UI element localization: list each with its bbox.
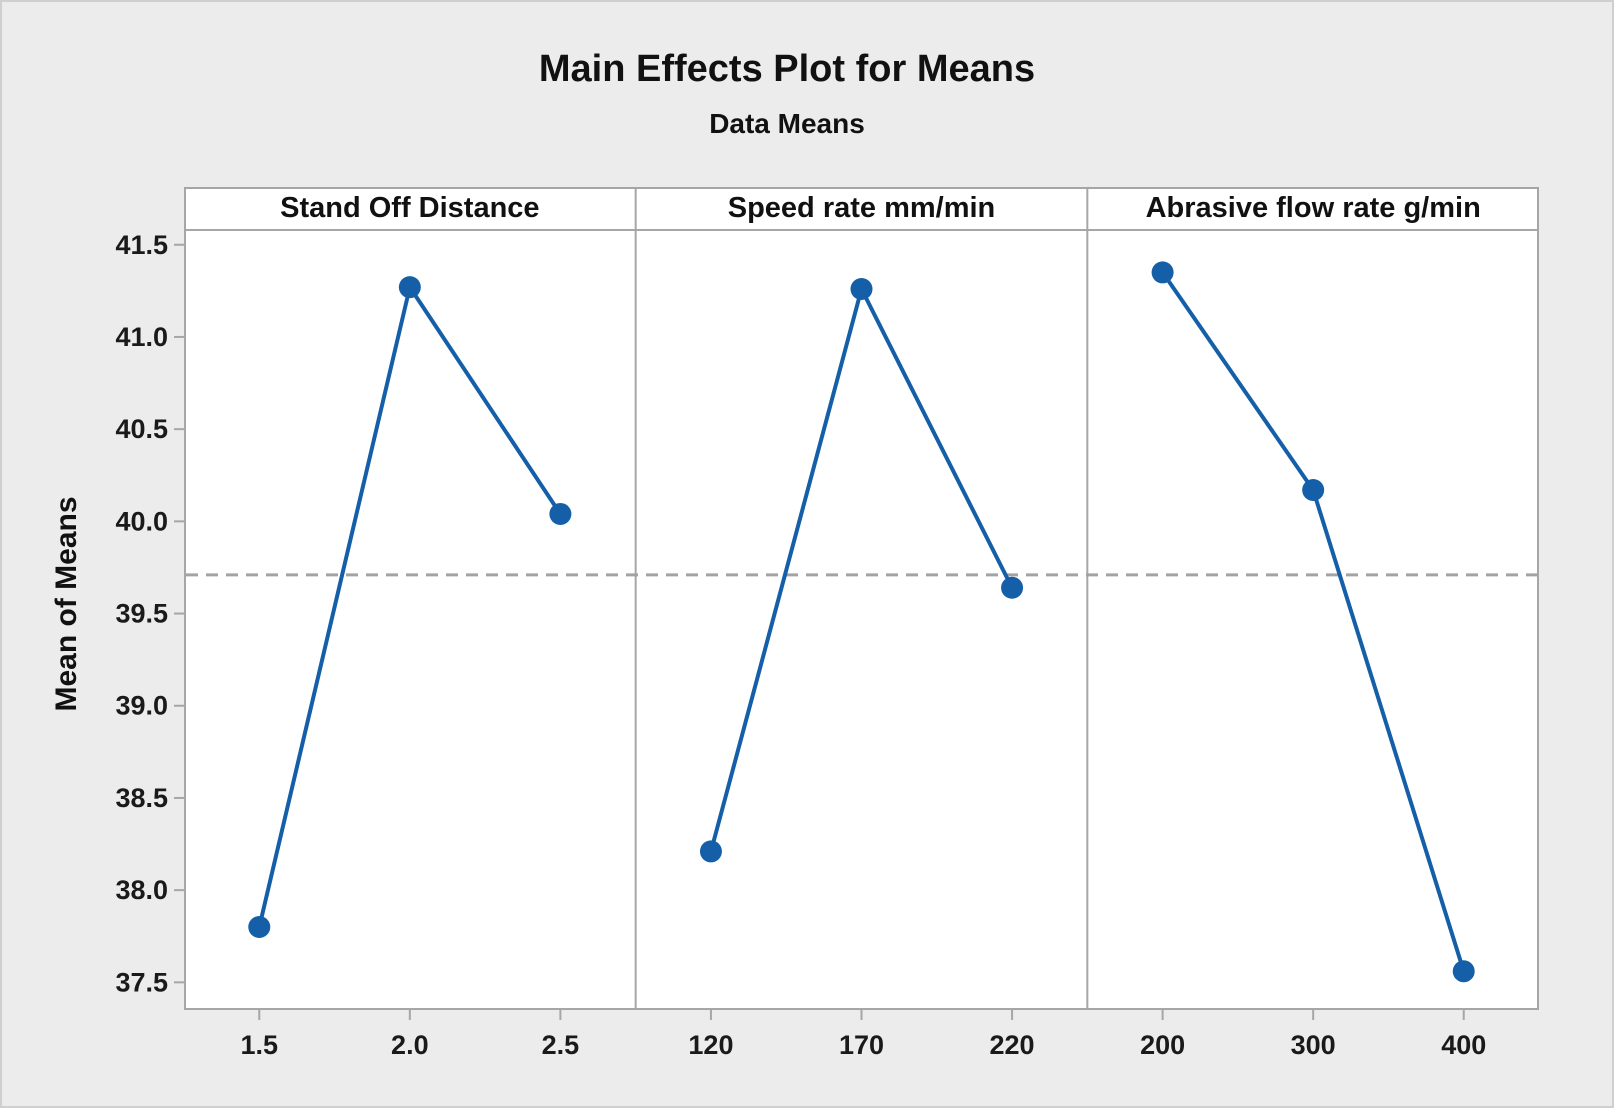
y-tick-label: 39.0: [115, 691, 168, 721]
y-tick-label: 38.5: [115, 783, 168, 813]
x-tick-label: 300: [1291, 1030, 1336, 1060]
y-tick-label: 41.5: [115, 230, 168, 260]
series-line: [257, 285, 563, 930]
panel-headers: Stand Off Distance Speed rate mm/min Abr…: [184, 187, 1539, 230]
y-tick-label: 40.5: [115, 414, 168, 444]
data-point: [1001, 576, 1024, 599]
data-point: [850, 278, 873, 301]
x-tick-label: 2.0: [391, 1030, 429, 1060]
data-point: [1452, 960, 1475, 983]
x-tick-label: 1.5: [241, 1030, 279, 1060]
chart-title: Main Effects Plot for Means: [538, 48, 1036, 90]
x-tick-label: 400: [1441, 1030, 1486, 1060]
data-point: [699, 840, 722, 863]
x-tick-label: 200: [1140, 1030, 1185, 1060]
data-point: [398, 276, 421, 299]
panel-header-stand-off-distance: Stand Off Distance: [280, 192, 540, 224]
y-tick-label: 39.5: [115, 599, 168, 629]
panel-header-speed-rate: Speed rate mm/min: [727, 192, 996, 224]
y-tick-label: 37.5: [115, 967, 168, 997]
x-tick-label: 2.5: [542, 1030, 580, 1060]
data-point: [549, 502, 572, 525]
x-tick-label: 220: [990, 1030, 1035, 1060]
data-point: [1302, 479, 1325, 501]
panel-header-abrasive-flow-rate: Abrasive flow rate g/min: [1145, 192, 1481, 224]
y-tick-label: 38.0: [115, 875, 168, 905]
y-tick-label: 40.0: [115, 506, 168, 536]
data-point: [248, 916, 271, 939]
chart-subtitle: Data Means: [709, 108, 865, 139]
series-line: [708, 287, 1015, 854]
data-point: [1151, 261, 1174, 284]
plot-area: [184, 187, 1539, 1010]
x-tick-label: 170: [839, 1030, 884, 1060]
x-tick-label: 120: [688, 1030, 733, 1060]
series-line: [1160, 270, 1466, 974]
y-tick-label: 41.0: [115, 322, 168, 352]
